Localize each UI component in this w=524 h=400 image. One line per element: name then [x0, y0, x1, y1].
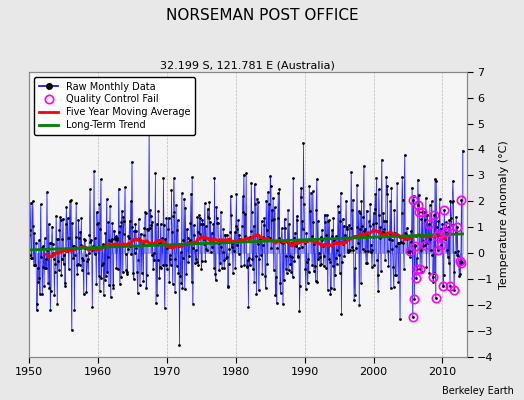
Text: Berkeley Earth: Berkeley Earth	[442, 386, 514, 396]
Title: 32.199 S, 121.781 E (Australia): 32.199 S, 121.781 E (Australia)	[160, 61, 335, 71]
Legend: Raw Monthly Data, Quality Control Fail, Five Year Moving Average, Long-Term Tren: Raw Monthly Data, Quality Control Fail, …	[34, 77, 195, 135]
Text: NORSEMAN POST OFFICE: NORSEMAN POST OFFICE	[166, 8, 358, 23]
Y-axis label: Temperature Anomaly (°C): Temperature Anomaly (°C)	[499, 140, 509, 288]
